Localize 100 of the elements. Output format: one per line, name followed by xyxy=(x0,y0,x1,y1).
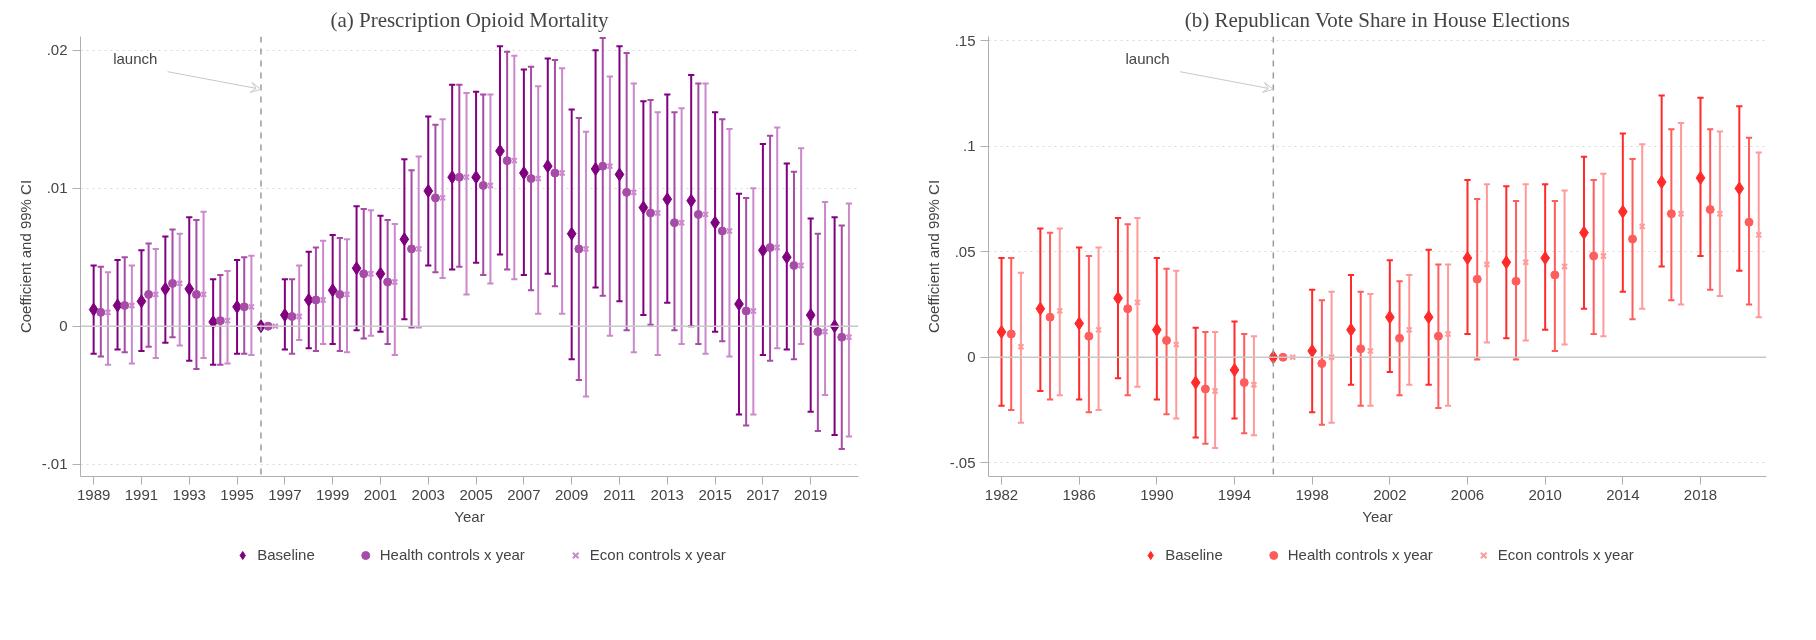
point xyxy=(287,312,297,321)
point xyxy=(590,161,601,176)
point xyxy=(215,316,225,326)
point xyxy=(1200,384,1210,394)
point xyxy=(1666,209,1676,219)
point xyxy=(662,192,673,207)
point xyxy=(574,244,584,254)
x-tick-label: 2015 xyxy=(698,485,732,503)
point xyxy=(1550,270,1560,280)
point xyxy=(415,245,423,253)
x-tick-label: 2002 xyxy=(1373,485,1407,503)
point xyxy=(327,283,338,298)
point xyxy=(88,302,99,317)
y-tick-label: .01 xyxy=(46,179,68,197)
point xyxy=(335,289,345,299)
point xyxy=(502,156,512,166)
point xyxy=(168,278,178,288)
x-tick-label: 1989 xyxy=(76,485,111,503)
point xyxy=(837,332,847,342)
y-tick-label: 0 xyxy=(59,317,68,335)
point xyxy=(1472,274,1482,284)
point xyxy=(1035,301,1046,316)
x-axis-title: Year xyxy=(1362,507,1393,525)
point xyxy=(136,294,147,309)
point xyxy=(1716,210,1724,218)
point xyxy=(1617,204,1628,219)
point xyxy=(1056,307,1064,315)
legend-label: Health controls x year xyxy=(1287,546,1433,563)
point xyxy=(399,232,410,247)
y-tick-label: .05 xyxy=(954,242,976,260)
x-tick-label: 1982 xyxy=(984,485,1019,503)
point xyxy=(1250,381,1258,389)
point xyxy=(582,245,590,253)
x-tick-label: 2011 xyxy=(603,485,636,503)
point xyxy=(550,168,560,178)
point xyxy=(1395,333,1405,343)
x-tick-label: 2019 xyxy=(794,485,828,503)
point xyxy=(1211,387,1219,395)
point xyxy=(813,327,823,337)
y-axis-title: Coefficient and 99% CI xyxy=(16,179,34,334)
point xyxy=(1734,181,1745,196)
point xyxy=(741,306,751,316)
x-tick-label: 1991 xyxy=(124,485,159,503)
point xyxy=(781,250,792,265)
x-tick-label: 1999 xyxy=(315,485,350,503)
point xyxy=(120,300,130,310)
point xyxy=(407,244,417,254)
point xyxy=(1045,312,1055,322)
point xyxy=(646,208,656,218)
point xyxy=(1084,331,1094,341)
point xyxy=(1317,359,1327,369)
point xyxy=(996,324,1007,339)
point xyxy=(1423,310,1434,325)
point xyxy=(805,308,816,323)
point xyxy=(478,180,488,190)
x-tick-label: 2010 xyxy=(1528,485,1562,503)
x-tick-label: 1990 xyxy=(1140,485,1174,503)
point xyxy=(1074,316,1085,331)
chart-title: (a) Prescription Opioid Mortality xyxy=(330,7,610,32)
point xyxy=(1656,175,1667,190)
point xyxy=(1433,331,1443,341)
point xyxy=(104,308,112,316)
y-tick-label: .15 xyxy=(954,31,976,49)
y-tick-label: -.05 xyxy=(949,453,976,471)
point xyxy=(1017,343,1025,351)
point xyxy=(1501,255,1512,270)
x-tick-label: 2001 xyxy=(363,485,398,503)
point xyxy=(1695,170,1706,185)
point xyxy=(558,169,566,177)
legend-label: Baseline xyxy=(257,546,315,563)
y-axis-title: Coefficient and 99% CI xyxy=(924,179,942,334)
x-tick-label: 2006 xyxy=(1450,485,1485,503)
point xyxy=(749,307,757,315)
x-tick-label: 1994 xyxy=(1217,485,1252,503)
point xyxy=(1123,304,1133,314)
point xyxy=(1744,217,1754,227)
point xyxy=(239,302,249,312)
point xyxy=(693,209,703,219)
point xyxy=(359,269,369,279)
point xyxy=(1705,205,1715,215)
legend-label: Baseline xyxy=(1165,546,1223,563)
y-tick-label: 0 xyxy=(967,348,976,366)
point xyxy=(160,281,171,296)
x-axis-title: Year xyxy=(454,507,485,525)
point xyxy=(845,333,853,341)
point xyxy=(191,289,201,299)
point xyxy=(1229,362,1240,377)
point xyxy=(454,172,464,182)
point xyxy=(1589,251,1599,261)
point xyxy=(311,295,321,305)
point xyxy=(717,226,727,236)
legend-label: Econ controls x year xyxy=(589,546,726,563)
legend-label: Health controls x year xyxy=(379,546,525,563)
point xyxy=(1755,231,1763,239)
point xyxy=(383,277,393,287)
point xyxy=(821,328,829,336)
x-tick-label: 2017 xyxy=(746,485,780,503)
point xyxy=(526,174,536,184)
x-tick-label: 1986 xyxy=(1062,485,1096,503)
point xyxy=(1628,234,1638,244)
